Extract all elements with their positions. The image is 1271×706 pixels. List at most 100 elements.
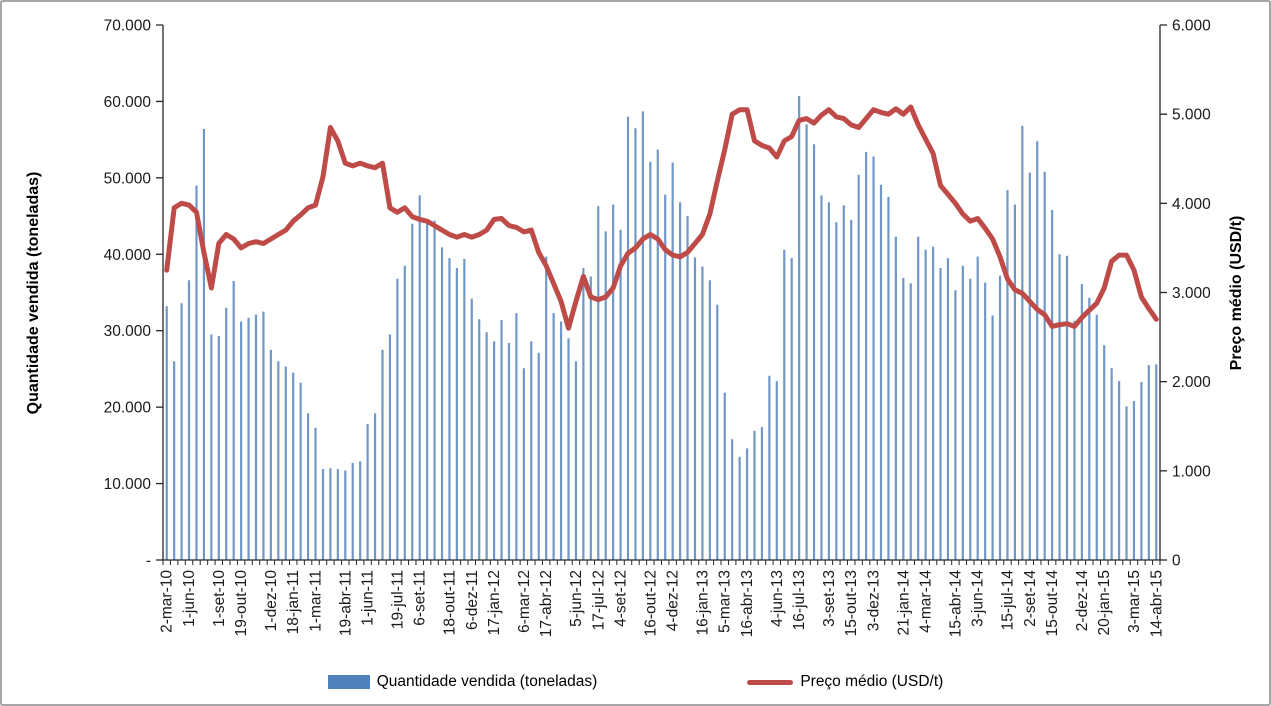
bar (805, 124, 808, 561)
bar (671, 162, 674, 560)
bar (433, 220, 436, 560)
bar (597, 206, 600, 560)
x-axis-tick-label: 16-jan-13 (694, 570, 711, 636)
bar (418, 195, 421, 560)
bar (664, 194, 667, 561)
bar (976, 256, 979, 560)
bar (463, 258, 466, 560)
bar (894, 236, 897, 560)
bar (998, 275, 1002, 560)
x-axis-tick-label: 1-jun-11 (360, 570, 377, 626)
x-axis-tick-label: 18-jan-11 (285, 570, 302, 634)
bar (1080, 284, 1083, 560)
bar (924, 249, 927, 560)
bar (485, 332, 488, 560)
bar (783, 249, 786, 560)
bar (165, 306, 168, 560)
bar (693, 257, 697, 560)
bar (991, 315, 994, 560)
right-axis-title: Preço médio (USD/t) (1228, 215, 1245, 371)
bar (1125, 406, 1128, 560)
y-axis-tick-label-right: 4.000 (1172, 196, 1211, 213)
bar (396, 278, 399, 560)
x-axis-tick-label: 16-abr-13 (739, 570, 756, 637)
bar (738, 456, 741, 560)
y-axis-tick-label-left: 50.000 (104, 170, 152, 187)
bar (1088, 297, 1091, 560)
bar (686, 216, 689, 560)
bar (760, 427, 764, 560)
bar (388, 334, 392, 560)
x-axis-tick-label: 3-dez-13 (866, 570, 883, 631)
bar (329, 468, 332, 560)
x-axis-tick-label: 15-abr-14 (947, 570, 964, 638)
x-axis-tick-label: 6-mar-12 (516, 570, 533, 633)
legend-label-price: Preço médio (USD/t) (800, 673, 944, 690)
bar (1013, 204, 1017, 561)
x-axis-tick-label: 6-dez-11 (464, 570, 481, 630)
bar (887, 196, 890, 560)
x-axis-tick-label: 3-mar-15 (1126, 570, 1143, 633)
y-axis-tick-label-right: 3.000 (1172, 285, 1211, 302)
bar (827, 202, 831, 560)
y-axis-tick-label-left: 70.000 (104, 18, 152, 35)
bar (195, 185, 198, 560)
bar (790, 258, 793, 560)
bar (909, 283, 912, 560)
line-series-swatch (747, 679, 794, 685)
bar (835, 222, 838, 560)
bar (448, 258, 451, 560)
x-axis-tick-label: 1-jun-10 (181, 570, 198, 627)
bar (768, 375, 771, 560)
y-axis-tick-label-right: 2.000 (1172, 374, 1211, 391)
x-axis-tick-label: 4-dez-12 (665, 570, 682, 631)
bar (1110, 368, 1113, 560)
x-axis-tick-label: 20-jan-15 (1096, 570, 1113, 636)
bar (984, 282, 987, 560)
bar (492, 341, 496, 560)
bar (775, 381, 778, 560)
bar (284, 366, 287, 560)
legend: Quantidade vendida (toneladas) Preço méd… (2, 666, 1269, 698)
bar (589, 276, 592, 560)
bar (708, 280, 711, 560)
bar (850, 219, 853, 560)
bar (440, 247, 444, 560)
bar (1058, 254, 1061, 561)
bar (731, 439, 734, 560)
bar (426, 222, 429, 560)
x-axis-tick-label: 6-set-11 (412, 570, 429, 626)
bar (173, 361, 176, 560)
bar (634, 128, 637, 560)
bar (1043, 171, 1046, 561)
bar (269, 349, 272, 560)
bar (217, 336, 220, 560)
bar (1036, 141, 1039, 561)
bar (522, 368, 525, 560)
bar (842, 205, 845, 560)
bar (180, 303, 183, 560)
x-axis-tick-label: 3-jun-14 (970, 570, 987, 627)
bar (240, 321, 243, 560)
bar (1155, 364, 1158, 560)
x-axis-tick-label: 17-abr-12 (538, 570, 555, 637)
bar (552, 313, 555, 560)
bar (321, 469, 325, 560)
bar (545, 256, 548, 560)
bar (619, 229, 622, 560)
bar (277, 361, 280, 560)
bar (1021, 125, 1024, 560)
price-line (164, 104, 1159, 331)
bar (812, 144, 816, 561)
bar (500, 320, 503, 560)
bar (701, 266, 704, 560)
x-axis-tick-label: 19-out-10 (233, 570, 250, 637)
bar (373, 413, 377, 560)
bar (299, 382, 302, 560)
bar (679, 202, 682, 560)
bar (1132, 401, 1136, 560)
legend-label-quantity: Quantidade vendida (toneladas) (376, 673, 598, 690)
y-axis-tick-label-left: 60.000 (104, 94, 152, 111)
bar (247, 317, 250, 560)
